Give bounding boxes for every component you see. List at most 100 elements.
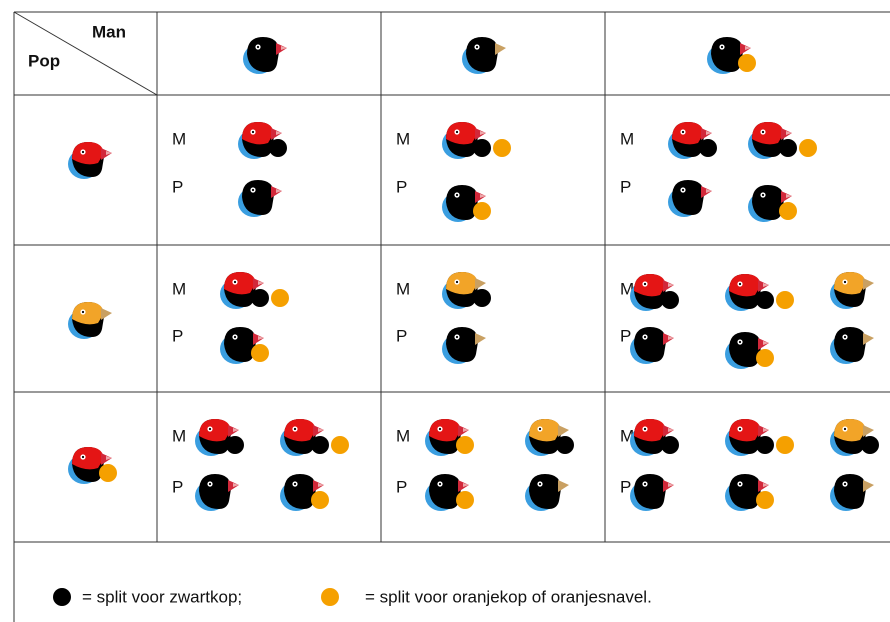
bird-icon [668, 122, 717, 159]
bird-head [247, 37, 279, 72]
bird-pupil [256, 45, 260, 49]
black-dot [473, 289, 491, 307]
black-dot [556, 436, 574, 454]
bird-pupil [843, 482, 847, 486]
orange-dot [738, 54, 756, 72]
label-m: M [172, 129, 186, 148]
bird-pupil [843, 335, 847, 339]
black-dot [269, 139, 287, 157]
bird-pupil [233, 280, 237, 284]
black-dot [779, 139, 797, 157]
bird-face [72, 142, 104, 165]
bird-beak-tip [463, 428, 469, 432]
bird-icon [725, 274, 794, 311]
label-p: P [396, 326, 407, 345]
bird-pupil [538, 427, 542, 431]
orange-dot [776, 291, 794, 309]
bird-pupil [643, 482, 647, 486]
orange-dot [311, 491, 329, 509]
bird-icon [630, 327, 674, 364]
bird-icon [442, 122, 511, 159]
bird-pupil [251, 188, 255, 192]
bird-head [729, 474, 761, 509]
legend-orange-dot [321, 588, 339, 606]
bird-icon [280, 474, 329, 511]
bird-head [634, 474, 666, 509]
bird-beak-tip [106, 151, 112, 155]
bird-beak-tip [668, 283, 674, 287]
bird-icon [630, 474, 674, 511]
bird-icon [668, 180, 712, 217]
bird-icon [220, 327, 269, 364]
bird-head [199, 474, 231, 509]
bird-icon [725, 474, 774, 511]
bird-beak-tip [763, 283, 769, 287]
bird-beak-tip [763, 428, 769, 432]
black-dot [251, 289, 269, 307]
bird-icon [68, 142, 112, 179]
bird-beak-tip [763, 483, 769, 487]
label-p: P [396, 177, 407, 196]
black-dot [861, 436, 879, 454]
bird-pupil [843, 427, 847, 431]
bird-icon [280, 419, 349, 456]
bird-icon [425, 419, 474, 456]
label-p: P [620, 177, 631, 196]
bird-beak [863, 425, 874, 437]
bird-beak [558, 480, 569, 492]
bird-icon [220, 272, 289, 309]
bird-pupil [293, 427, 297, 431]
bird-beak-tip [706, 189, 712, 193]
bird-head [834, 327, 866, 362]
orange-dot [456, 491, 474, 509]
bird-face [224, 272, 256, 295]
bird-icon [525, 474, 569, 511]
bird-pupil [681, 130, 685, 134]
header-pop: Pop [28, 51, 60, 70]
black-dot [311, 436, 329, 454]
bird-face [284, 419, 316, 442]
bird-head [672, 180, 704, 215]
bird-icon [748, 122, 817, 159]
black-dot [699, 139, 717, 157]
bird-pupil [438, 482, 442, 486]
bird-face [242, 122, 274, 145]
orange-dot [799, 139, 817, 157]
bird-pupil [81, 150, 85, 154]
bird-beak-tip [668, 428, 674, 432]
bird-head [752, 185, 784, 220]
label-m: M [396, 279, 410, 298]
bird-head [529, 474, 561, 509]
black-dot [473, 139, 491, 157]
bird-icon [442, 272, 491, 309]
bird-icon [425, 474, 474, 511]
bird-head [711, 37, 743, 72]
label-p: P [620, 477, 631, 496]
bird-pupil [455, 130, 459, 134]
bird-face [446, 122, 478, 145]
bird-pupil [738, 427, 742, 431]
bird-head [634, 327, 666, 362]
bird-head [224, 327, 256, 362]
bird-pupil [843, 280, 847, 284]
bird-head [466, 37, 498, 72]
bird-pupil [208, 482, 212, 486]
bird-head [446, 327, 478, 362]
bird-head [429, 474, 461, 509]
bird-face [729, 419, 761, 442]
bird-face [672, 122, 704, 145]
bird-beak-tip [281, 46, 287, 50]
bird-beak-tip [786, 131, 792, 135]
bird-beak-tip [480, 194, 486, 198]
bird-beak-tip [786, 194, 792, 198]
bird-pupil [538, 482, 542, 486]
bird-icon [830, 474, 874, 511]
bird-beak-tip [318, 428, 324, 432]
bird-face [634, 419, 666, 442]
bird-face [752, 122, 784, 145]
bird-beak-tip [668, 483, 674, 487]
bird-beak-tip [745, 46, 751, 50]
bird-face [834, 272, 866, 295]
